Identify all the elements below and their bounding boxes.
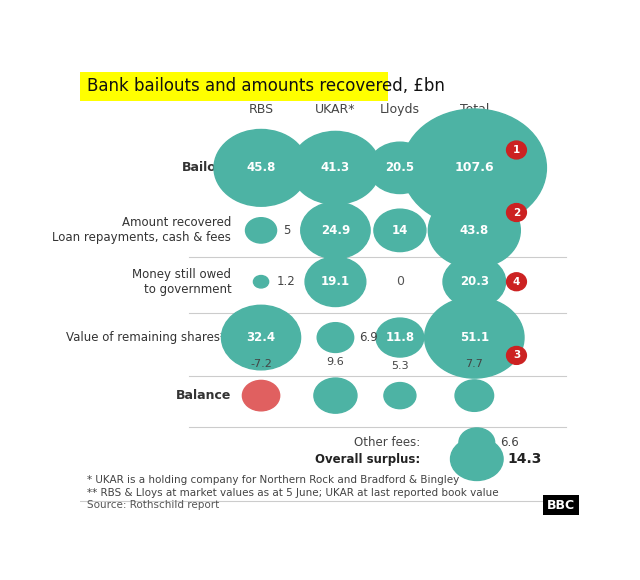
Ellipse shape	[291, 132, 380, 204]
Text: 107.6: 107.6	[454, 161, 494, 175]
Ellipse shape	[402, 109, 547, 227]
Text: 5.3: 5.3	[391, 361, 409, 371]
Text: 1.2: 1.2	[276, 276, 295, 288]
Ellipse shape	[428, 193, 520, 268]
Text: 1: 1	[513, 145, 520, 155]
Text: Balance: Balance	[176, 389, 231, 402]
Text: Overall surplus:: Overall surplus:	[314, 452, 420, 466]
Text: 14: 14	[392, 224, 408, 237]
Ellipse shape	[305, 257, 366, 306]
Text: 0: 0	[396, 276, 404, 288]
Ellipse shape	[459, 428, 495, 457]
Ellipse shape	[369, 142, 431, 194]
Text: * UKAR is a holding company for Northern Rock and Bradford & Bingley: * UKAR is a holding company for Northern…	[88, 474, 460, 485]
Text: UKAR*: UKAR*	[315, 103, 356, 117]
Text: Lloyds: Lloyds	[380, 103, 420, 117]
Ellipse shape	[451, 437, 503, 480]
Text: 6.9: 6.9	[359, 331, 378, 344]
Circle shape	[507, 273, 527, 291]
Text: 41.3: 41.3	[321, 161, 350, 175]
Ellipse shape	[221, 305, 301, 370]
Text: Amount recovered
Loan repayments, cash & fees: Amount recovered Loan repayments, cash &…	[52, 216, 231, 244]
Text: Bank bailouts and amounts recovered, £bn: Bank bailouts and amounts recovered, £bn	[88, 77, 445, 95]
Text: RBS: RBS	[248, 103, 274, 117]
Ellipse shape	[246, 218, 276, 243]
Text: 3: 3	[513, 350, 520, 360]
Text: 5: 5	[283, 224, 290, 237]
Text: -7.2: -7.2	[250, 359, 272, 369]
Text: 2: 2	[513, 208, 520, 218]
Text: 19.1: 19.1	[321, 276, 350, 288]
Text: 51.1: 51.1	[460, 331, 489, 344]
Ellipse shape	[301, 202, 370, 259]
Ellipse shape	[253, 276, 269, 288]
Ellipse shape	[384, 383, 416, 409]
Ellipse shape	[317, 322, 354, 353]
Text: ** RBS & Lloys at market values as at 5 June; UKAR at last reported book value: ** RBS & Lloys at market values as at 5 …	[88, 488, 499, 498]
Text: 4: 4	[513, 277, 520, 287]
Ellipse shape	[374, 209, 426, 252]
Ellipse shape	[425, 297, 524, 378]
Text: 20.5: 20.5	[385, 161, 415, 175]
Text: 9.6: 9.6	[326, 357, 344, 367]
Ellipse shape	[376, 318, 424, 357]
Text: 11.8: 11.8	[385, 331, 415, 344]
Text: Bailout: Bailout	[182, 161, 231, 175]
Text: 24.9: 24.9	[321, 224, 350, 237]
Ellipse shape	[214, 129, 308, 206]
Text: Other fees:: Other fees:	[353, 436, 420, 449]
Ellipse shape	[455, 380, 493, 411]
Circle shape	[507, 141, 527, 159]
Text: Total: Total	[460, 103, 489, 117]
FancyBboxPatch shape	[80, 72, 388, 101]
Text: BBC: BBC	[547, 499, 575, 512]
Text: Source: Rothschild report: Source: Rothschild report	[88, 500, 220, 510]
Text: 32.4: 32.4	[246, 331, 276, 344]
Ellipse shape	[243, 380, 280, 411]
Text: 6.6: 6.6	[500, 436, 519, 449]
Ellipse shape	[443, 256, 506, 307]
Text: Money still owed
to government: Money still owed to government	[132, 268, 231, 296]
Text: Value of remaining shares**: Value of remaining shares**	[65, 331, 231, 344]
Text: 43.8: 43.8	[460, 224, 489, 237]
Text: 45.8: 45.8	[246, 161, 276, 175]
Text: 20.3: 20.3	[460, 276, 489, 288]
Circle shape	[507, 204, 527, 222]
Text: 7.7: 7.7	[465, 358, 483, 369]
Text: 14.3: 14.3	[508, 452, 541, 466]
Circle shape	[507, 346, 527, 364]
Ellipse shape	[314, 378, 357, 413]
